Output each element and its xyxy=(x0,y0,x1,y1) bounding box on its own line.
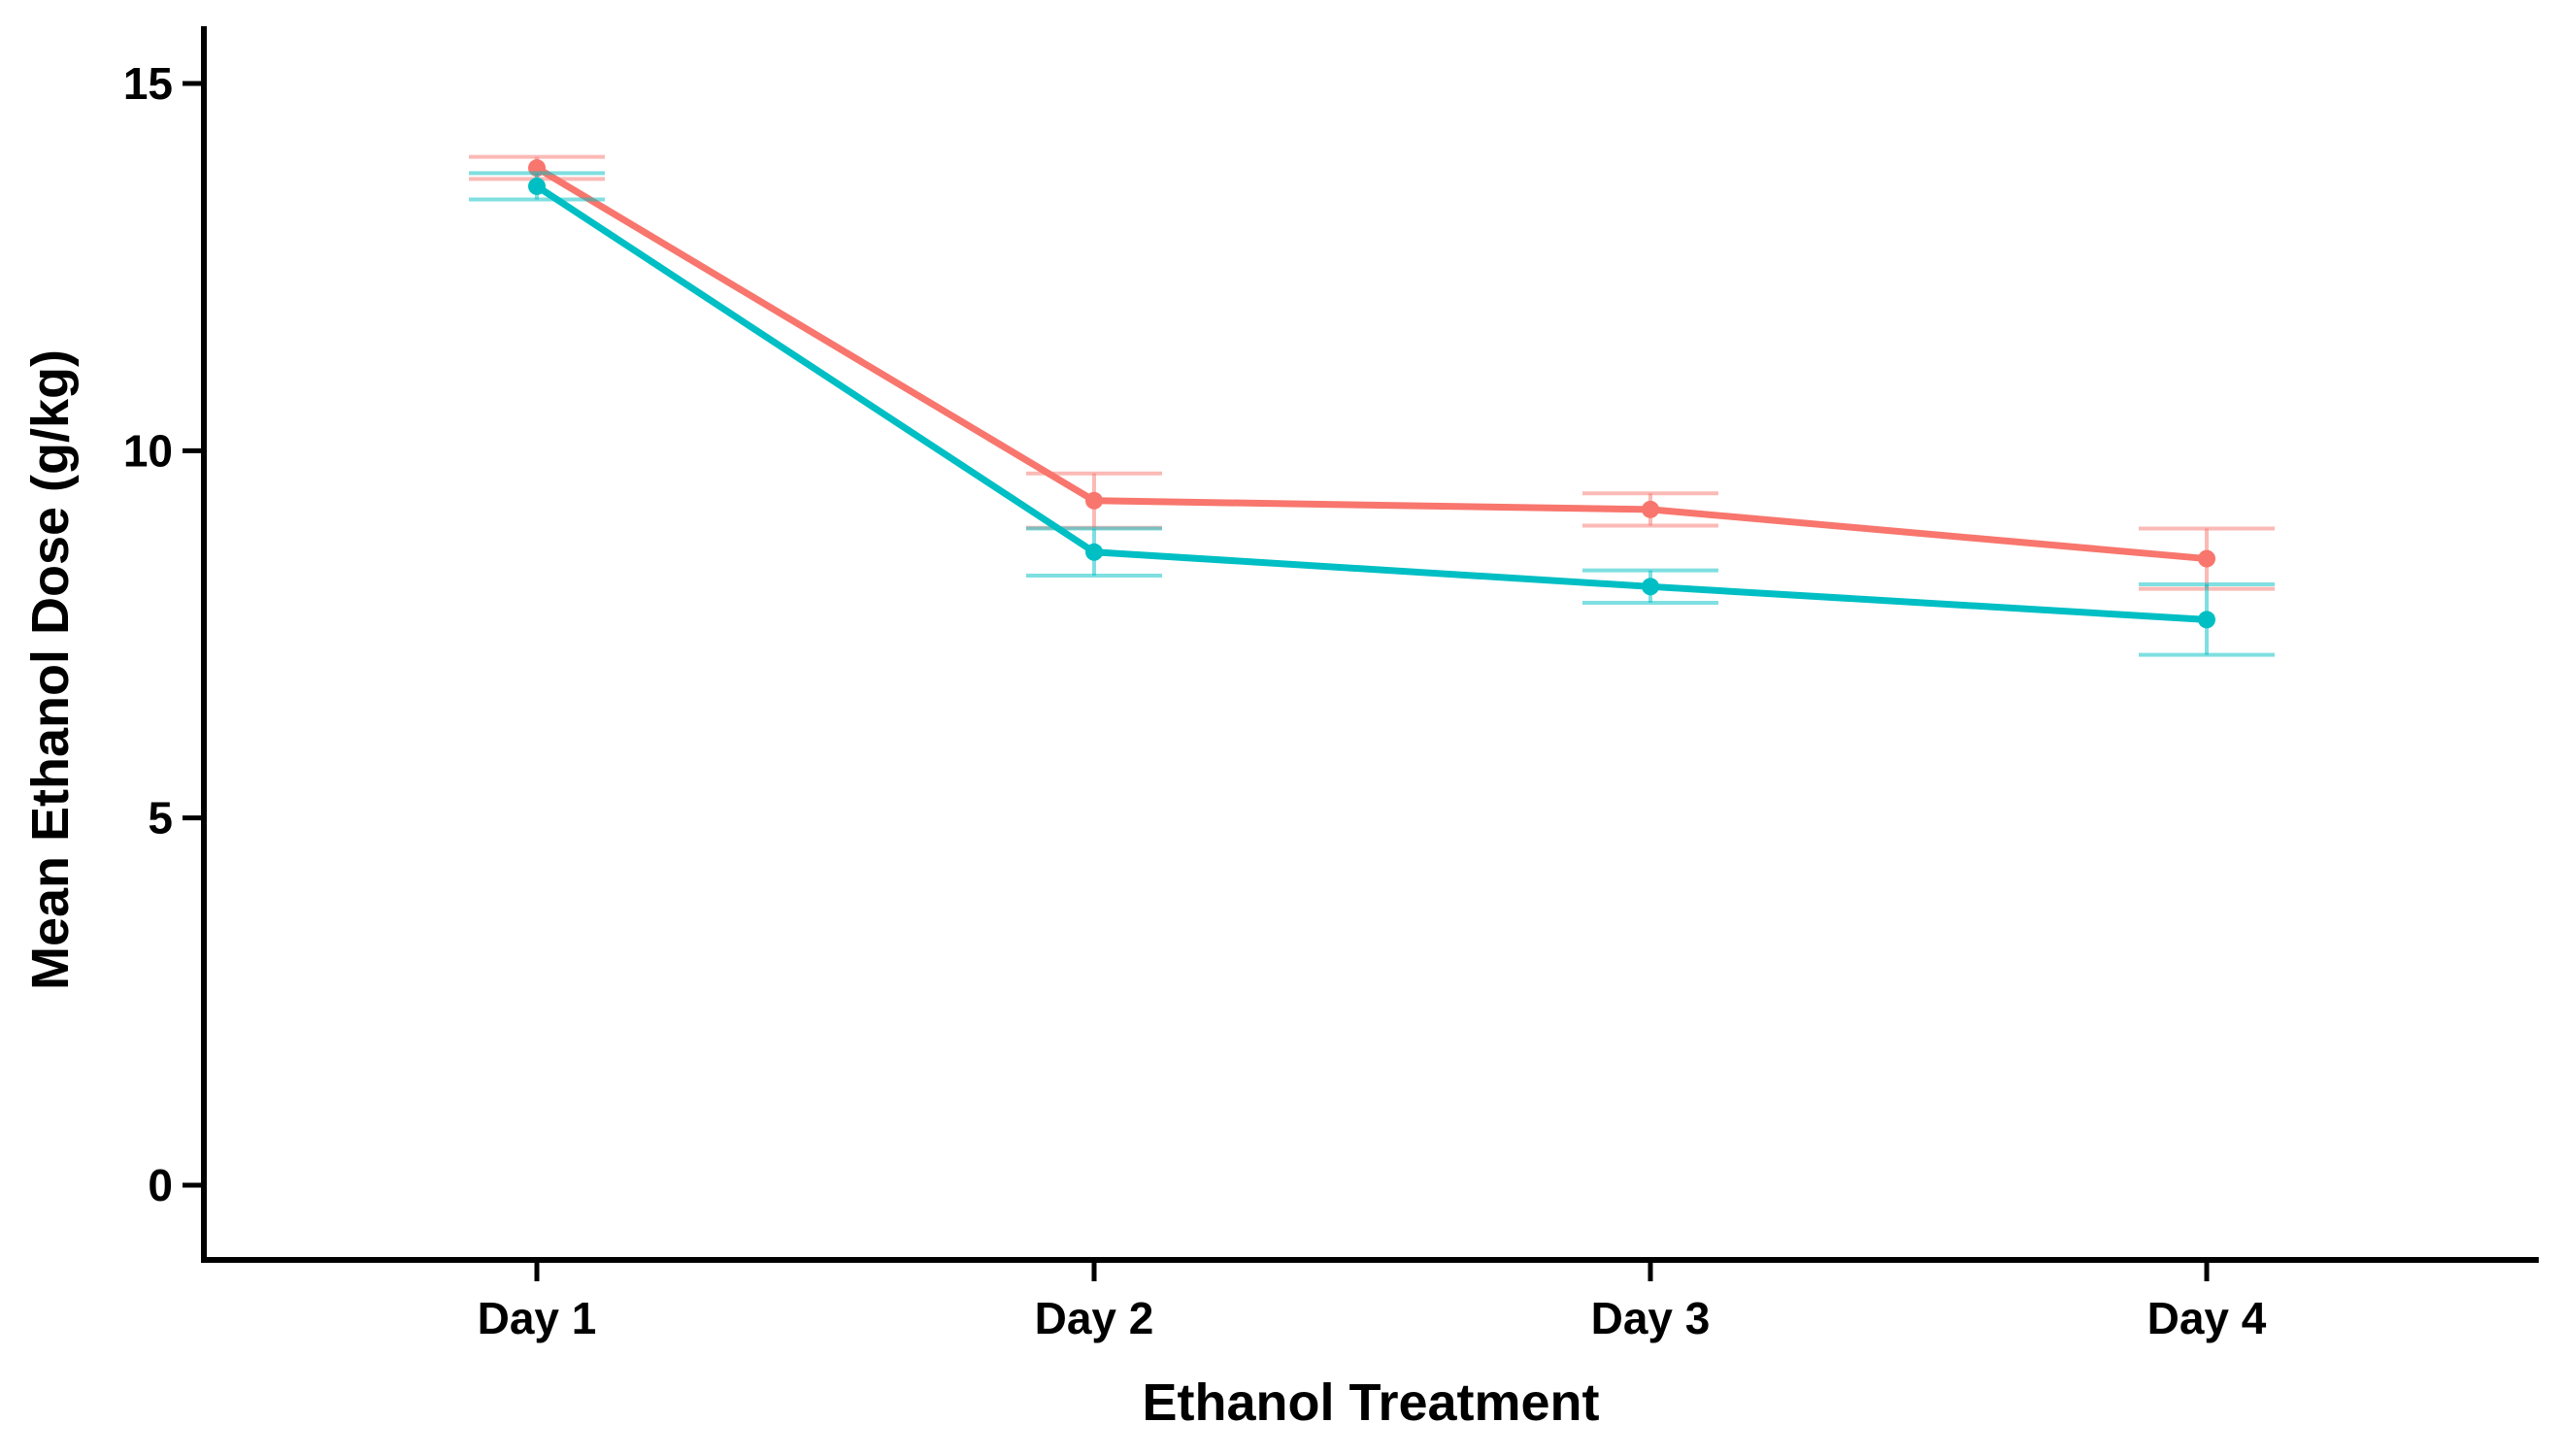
data-point xyxy=(2198,549,2215,568)
x-tick-label: Day 2 xyxy=(1035,1293,1154,1343)
y-axis: 0 5 10 15 xyxy=(123,26,207,1263)
y-tick-label: 15 xyxy=(123,58,173,109)
series-2 xyxy=(469,171,2275,657)
x-tick-label: Day 3 xyxy=(1591,1293,1711,1343)
series-line xyxy=(533,182,2211,623)
x-ticks: Day 1 Day 2 Day 3 Day 4 xyxy=(478,1260,2267,1343)
y-axis-title: Mean Ethanol Dose (g/kg) xyxy=(21,349,80,990)
y-tick-label: 0 xyxy=(148,1160,173,1210)
series-1 xyxy=(469,154,2275,591)
x-axis-title: Ethanol Treatment xyxy=(1142,1373,1599,1432)
data-point xyxy=(528,177,546,195)
x-axis: Day 1 Day 2 Day 3 Day 4 xyxy=(201,1257,2539,1343)
y-ticks: 0 5 10 15 xyxy=(123,58,204,1210)
data-point xyxy=(1642,578,1659,596)
data-point xyxy=(1085,543,1103,561)
series-line xyxy=(533,164,2211,563)
plot-series xyxy=(469,154,2275,657)
y-tick-label: 10 xyxy=(123,425,173,476)
y-tick-label: 5 xyxy=(148,793,173,844)
data-point xyxy=(1085,491,1103,510)
x-tick-label: Day 1 xyxy=(478,1293,597,1343)
x-tick-label: Day 4 xyxy=(2147,1293,2267,1343)
data-point xyxy=(2198,611,2215,629)
data-point xyxy=(1642,500,1659,518)
